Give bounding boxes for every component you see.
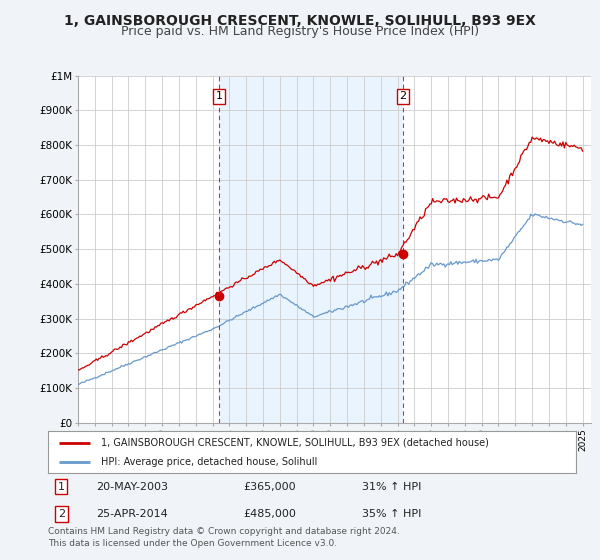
Text: This data is licensed under the Open Government Licence v3.0.: This data is licensed under the Open Gov… [48, 539, 337, 548]
Text: 2: 2 [58, 508, 65, 519]
Text: £485,000: £485,000 [244, 508, 296, 519]
Text: 2: 2 [400, 91, 407, 101]
Text: 1, GAINSBOROUGH CRESCENT, KNOWLE, SOLIHULL, B93 9EX: 1, GAINSBOROUGH CRESCENT, KNOWLE, SOLIHU… [64, 14, 536, 28]
Text: Contains HM Land Registry data © Crown copyright and database right 2024.: Contains HM Land Registry data © Crown c… [48, 528, 400, 536]
Text: 25-APR-2014: 25-APR-2014 [97, 508, 169, 519]
Text: 35% ↑ HPI: 35% ↑ HPI [362, 508, 421, 519]
Text: 20-MAY-2003: 20-MAY-2003 [97, 482, 169, 492]
Text: 1: 1 [58, 482, 65, 492]
Bar [219, 76, 403, 423]
Text: HPI: Average price, detached house, Solihull: HPI: Average price, detached house, Soli… [101, 457, 317, 467]
Text: 1, GAINSBOROUGH CRESCENT, KNOWLE, SOLIHULL, B93 9EX (detached house): 1, GAINSBOROUGH CRESCENT, KNOWLE, SOLIHU… [101, 437, 488, 447]
Text: 1: 1 [215, 91, 223, 101]
Text: 31% ↑ HPI: 31% ↑ HPI [362, 482, 421, 492]
Text: Price paid vs. HM Land Registry's House Price Index (HPI): Price paid vs. HM Land Registry's House … [121, 25, 479, 38]
Text: £365,000: £365,000 [244, 482, 296, 492]
